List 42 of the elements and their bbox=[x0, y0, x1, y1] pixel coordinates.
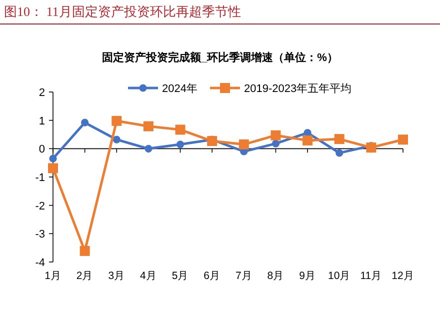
point bbox=[49, 154, 57, 162]
point bbox=[207, 136, 218, 146]
x-tick-label: 8月 bbox=[267, 270, 284, 282]
y-tick-label: -1 bbox=[35, 172, 45, 184]
point bbox=[270, 130, 281, 140]
x-tick-label: 3月 bbox=[108, 270, 126, 282]
x-tick-label: 4月 bbox=[140, 270, 157, 282]
legend-label: 2019-2023年五年平均 bbox=[244, 83, 352, 95]
x-tick-label: 12月 bbox=[392, 270, 414, 282]
point bbox=[48, 163, 58, 174]
x-tick-label: 5月 bbox=[172, 270, 189, 282]
y-tick-label: -2 bbox=[35, 200, 45, 212]
point bbox=[175, 124, 186, 135]
point bbox=[238, 139, 249, 150]
x-tick-label: 1月 bbox=[44, 270, 62, 282]
y-tick-label: -4 bbox=[35, 257, 45, 269]
x-tick-label: 11月 bbox=[360, 270, 382, 282]
y-tick-label: 2 bbox=[38, 87, 45, 99]
legend-label: 2024年 bbox=[162, 83, 198, 95]
y-tick-label: 1 bbox=[38, 115, 45, 128]
y-tick-label: -3 bbox=[35, 228, 45, 241]
x-tick-label: 10月 bbox=[328, 270, 351, 282]
chart-title: 图10： 11月固定资产投资环比再超季节性 bbox=[4, 4, 241, 19]
point bbox=[144, 144, 152, 152]
chart-subtitle: 固定资产投资完成额_环比季调增速（单位：%） bbox=[102, 51, 338, 64]
point bbox=[302, 135, 313, 146]
x-tick-label: 7月 bbox=[235, 270, 252, 282]
y-tick-label: 0 bbox=[38, 144, 45, 156]
point bbox=[272, 140, 280, 148]
point bbox=[336, 149, 344, 157]
x-tick-label: 6月 bbox=[204, 270, 221, 282]
point bbox=[366, 142, 376, 153]
point bbox=[176, 140, 184, 148]
point bbox=[334, 134, 344, 144]
x-tick-label: 9月 bbox=[299, 270, 316, 282]
point bbox=[398, 134, 408, 145]
point bbox=[112, 116, 122, 126]
x-tick-label: 2月 bbox=[76, 270, 94, 282]
point bbox=[112, 136, 120, 144]
point bbox=[81, 118, 89, 126]
point bbox=[80, 246, 90, 256]
point bbox=[143, 121, 154, 132]
